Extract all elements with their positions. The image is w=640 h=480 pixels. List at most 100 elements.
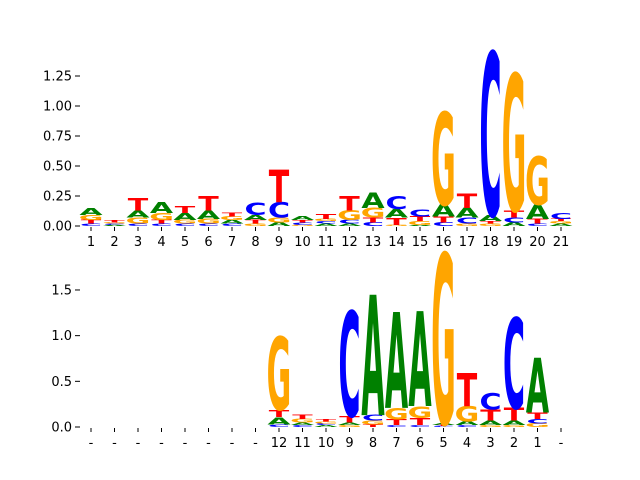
logo-letter-c: C <box>479 8 501 269</box>
logo-letter-g: G <box>502 425 527 428</box>
logo-letter-g: G <box>79 214 104 222</box>
x-tick-label: 3 <box>134 235 142 250</box>
logo-letter-c: C <box>80 223 102 227</box>
logo-letter-t: T <box>410 215 431 223</box>
top-logo-panel: 0.000.250.500.751.001.251 2 3 4 5 6 7 8 9 10 11 12 1… <box>43 8 573 269</box>
logo-letter-c: C <box>526 223 548 227</box>
logo-letter-g: G <box>431 209 456 480</box>
logo-letter-t: T <box>175 204 196 215</box>
logo-letter-a: A <box>338 223 362 227</box>
logo-letter-t: T <box>269 408 290 420</box>
logo-letter-t: T <box>386 216 407 227</box>
x-tick-label: 17 <box>459 235 476 250</box>
logo-letter-t: T <box>480 407 502 425</box>
logo-letter-t: T <box>222 212 243 218</box>
logo-letter-g: G <box>431 87 456 234</box>
logo-letter-t: T <box>151 219 172 225</box>
x-tick-label: - <box>159 436 164 451</box>
logo-letter-g: G <box>337 425 362 428</box>
logo-letter-t: T <box>128 195 149 214</box>
x-tick-label: 11 <box>318 235 335 250</box>
y-tick-label: 0.00 <box>43 220 72 235</box>
logo-letter-a: A <box>502 420 526 427</box>
logo-letter-t: T <box>339 192 360 215</box>
logo-letter-c: C <box>362 222 384 228</box>
logo-letter-t: T <box>551 218 572 222</box>
logo-letter-c: C <box>409 208 431 219</box>
logo-letter-g: G <box>361 420 386 426</box>
x-tick-label: 20 <box>529 235 546 250</box>
x-tick-label: - <box>89 436 94 451</box>
logo-letter-a: A <box>126 209 150 220</box>
logo-letter-g: G <box>408 220 433 226</box>
y-tick-label: 1.25 <box>43 70 72 85</box>
logo-letter-c: C <box>268 199 290 224</box>
logo-letter-g: G <box>525 423 550 429</box>
logo-letter-a: A <box>79 206 103 217</box>
y-tick-label: 0.5 <box>51 375 72 390</box>
logo-letter-g: G <box>102 222 127 224</box>
logo-letter-a: A <box>314 425 338 428</box>
logo-letter-g: G <box>455 403 480 428</box>
logo-letter-a: A <box>526 200 550 223</box>
logo-letter-g: G <box>525 145 550 221</box>
logo-letter-a: A <box>385 207 409 220</box>
logo-letter-t: T <box>245 219 266 225</box>
logo-letter-t: T <box>198 192 219 215</box>
x-tick-label: 2 <box>510 436 518 451</box>
x-tick-label: 1 <box>533 436 541 451</box>
x-tick-label: 1 <box>87 235 95 250</box>
logo-letter-t: T <box>104 219 125 223</box>
x-tick-label: 8 <box>369 436 377 451</box>
logo-letter-a: A <box>455 206 478 221</box>
logo-letter-a: A <box>408 286 431 438</box>
x-tick-label: - <box>253 436 258 451</box>
logo-letter-a: A <box>103 225 127 227</box>
logo-letter-c: C <box>362 414 384 423</box>
y-tick-label: 1.00 <box>43 100 72 115</box>
logo-letter-c: C <box>244 200 266 219</box>
logo-letter-t: T <box>504 209 525 220</box>
logo-letter-g: G <box>384 225 409 227</box>
logo-letter-a: A <box>244 214 267 222</box>
logo-letter-a: A <box>432 201 456 220</box>
logo-letter-c: C <box>456 425 478 428</box>
logo-letter-c: C <box>385 425 407 428</box>
logo-letter-t: T <box>339 415 359 425</box>
logo-letter-a: A <box>291 216 315 222</box>
logo-letter-t: T <box>316 213 337 221</box>
x-tick-label: 11 <box>294 436 311 451</box>
logo-letter-g: G <box>243 223 268 227</box>
logo-letter-c: C <box>550 212 572 221</box>
logo-letter-c: C <box>338 283 360 451</box>
logo-letter-a: A <box>526 344 549 431</box>
logo-letter-g: G <box>314 421 339 424</box>
logo-letter-t: T <box>363 217 384 225</box>
logo-letter-a: A <box>361 262 384 454</box>
logo-letter-t: T <box>480 221 501 225</box>
logo-letter-t: T <box>527 411 547 421</box>
x-tick-label: 4 <box>157 235 165 250</box>
logo-letter-c: C <box>150 223 172 227</box>
logo-letter-t: T <box>386 419 407 428</box>
logo-letter-a: A <box>549 223 573 227</box>
y-tick-label: 0.75 <box>43 130 72 145</box>
logo-letter-t: T <box>504 404 525 425</box>
logo-letter-c: C <box>197 223 219 227</box>
x-tick-label: - <box>230 436 235 451</box>
x-tick-label: 7 <box>392 436 400 451</box>
logo-letter-a: A <box>338 422 362 426</box>
x-tick-label: - <box>112 436 117 451</box>
logo-letter-c: C <box>268 424 290 428</box>
logo-letter-t: T <box>269 161 290 213</box>
x-tick-label: 12 <box>271 436 288 451</box>
logo-letter-t: T <box>363 424 384 428</box>
logo-letter-g: G <box>337 208 362 223</box>
x-tick-label: 19 <box>506 235 523 250</box>
logo-letter-c: C <box>432 222 454 228</box>
logo-letter-c: C <box>503 294 525 438</box>
x-tick-label: 10 <box>294 235 311 250</box>
x-tick-label: 16 <box>435 235 452 250</box>
x-tick-label: 4 <box>463 436 471 451</box>
logo-letter-a: A <box>479 420 503 427</box>
